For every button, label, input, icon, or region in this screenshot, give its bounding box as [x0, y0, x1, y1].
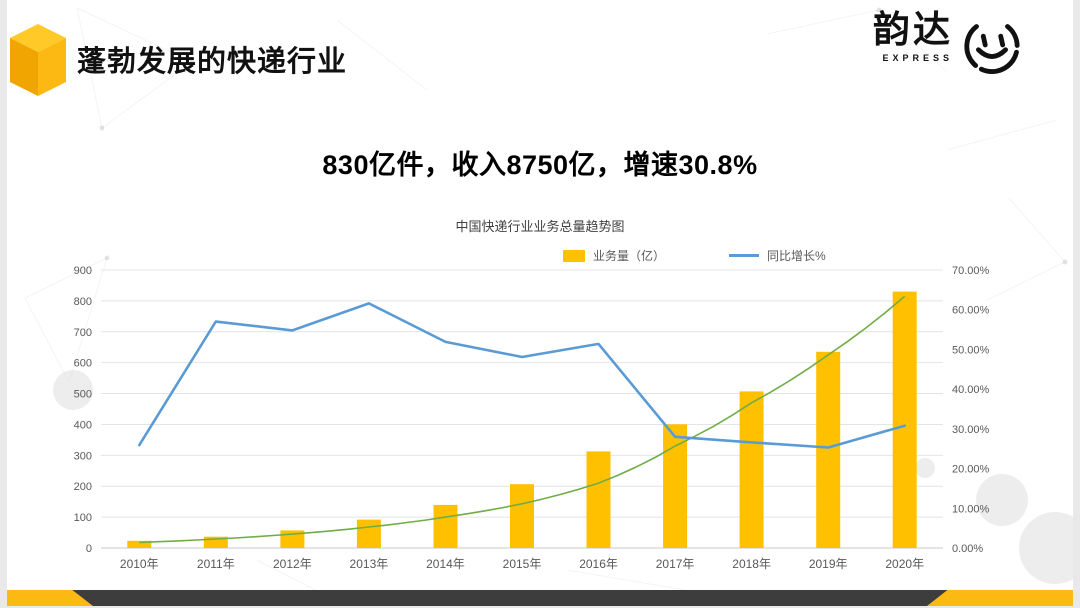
svg-text:20.00%: 20.00%: [952, 464, 990, 476]
svg-text:50.00%: 50.00%: [952, 344, 990, 356]
svg-text:0.00%: 0.00%: [952, 543, 983, 555]
svg-text:2017年: 2017年: [656, 557, 695, 571]
chart-legend: 业务量（亿） 同比增长%: [563, 247, 826, 264]
svg-text:2014年: 2014年: [426, 557, 465, 571]
svg-text:700: 700: [74, 327, 92, 339]
logo-express-text: EXPRESS: [882, 52, 953, 63]
yunda-smiley-icon: [964, 24, 1020, 74]
svg-text:500: 500: [74, 389, 92, 401]
svg-text:2015年: 2015年: [503, 557, 542, 571]
slide-title: 蓬勃发展的快递行业: [77, 46, 348, 78]
svg-text:0: 0: [86, 543, 92, 555]
svg-text:400: 400: [74, 419, 92, 431]
growth-line-series: [138, 302, 907, 449]
legend-bar-swatch: [563, 249, 585, 262]
legend-line-label: 同比增长%: [767, 249, 826, 263]
footer-accent-left: [7, 590, 93, 606]
legend-item-growth: 同比增长%: [729, 247, 826, 264]
chart-title: 中国快递行业业务总量趋势图: [455, 219, 625, 234]
logo-brand-text: 韵达: [873, 9, 953, 50]
svg-text:2011年: 2011年: [197, 557, 235, 571]
left-axis-labels: 0 100 200 300 400 500 600 700 800 900: [74, 265, 92, 555]
legend-line-swatch: [729, 254, 760, 257]
svg-text:2019年: 2019年: [809, 557, 848, 571]
svg-text:2020年: 2020年: [885, 557, 924, 571]
headline-text: 830亿件，收入8750亿，增速30.8%: [322, 150, 758, 180]
svg-text:300: 300: [74, 450, 92, 462]
cube-left-face: [10, 38, 38, 96]
combo-chart: 0 100 200 300 400 500 600 700 800 900 0.00% 10.00% 2…: [74, 265, 990, 571]
svg-text:10.00%: 10.00%: [952, 503, 990, 515]
svg-text:2012年: 2012年: [273, 557, 312, 571]
x-axis-labels: 2010年 2011年 2012年 2013年 2014年 2015年 2016年 2017年…: [120, 557, 924, 571]
slide: 蓬勃发展的快递行业 韵达 EXPRESS 830亿件，收入8750亿，增速30.…: [7, 0, 1073, 606]
legend-bar-label: 业务量（亿）: [593, 249, 666, 263]
yunda-logo: 韵达 EXPRESS: [873, 9, 1023, 74]
right-axis-labels: 0.00% 10.00% 20.00% 30.00% 40.00% 50.00% 60.00…: [952, 265, 990, 555]
svg-text:2010年: 2010年: [120, 557, 159, 571]
footer-bar: [7, 590, 1073, 606]
trend-line-series: [139, 295, 906, 544]
svg-text:100: 100: [74, 512, 92, 524]
svg-text:2016年: 2016年: [579, 557, 618, 571]
svg-text:40.00%: 40.00%: [952, 384, 990, 396]
svg-text:30.00%: 30.00%: [952, 424, 990, 436]
svg-text:2018年: 2018年: [732, 557, 771, 571]
bars-series: [127, 291, 917, 548]
svg-text:900: 900: [74, 265, 92, 277]
cube-right-face: [38, 38, 66, 96]
svg-text:2013年: 2013年: [350, 557, 389, 571]
legend-item-volume: 业务量（亿）: [563, 247, 665, 264]
svg-text:60.00%: 60.00%: [952, 305, 990, 317]
background-mesh-pattern: [24, 7, 1073, 597]
footer-accent-right: [927, 590, 1073, 606]
svg-text:800: 800: [74, 296, 92, 308]
svg-text:600: 600: [74, 358, 92, 370]
logo-text-block: 韵达 EXPRESS: [873, 9, 953, 63]
yellow-cube-accent: [10, 24, 66, 96]
svg-text:70.00%: 70.00%: [952, 265, 990, 277]
svg-text:200: 200: [74, 481, 92, 493]
